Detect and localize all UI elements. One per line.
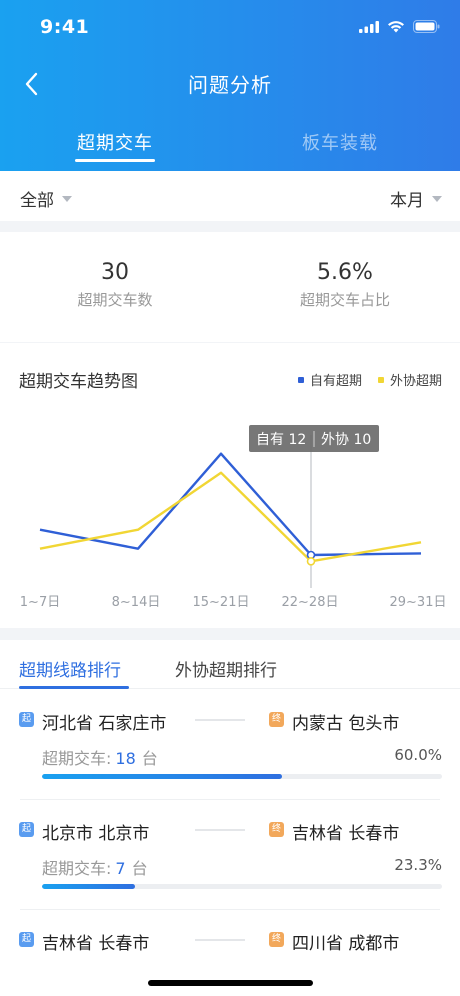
series-line-0 [39,452,422,557]
tab-overdue-delivery[interactable]: 超期交车 [77,133,153,154]
scope-dropdown-label: 全部 [20,191,54,211]
destination-badge: 终 [269,932,284,947]
progress-fill [42,884,136,889]
origin-city: 河北省 石家庄市 [42,714,167,734]
period-dropdown-label: 本月 [390,191,424,211]
ranking-card: 超期线路排行 外协超期排行 起 河北省 石家庄市 终 内蒙古 包头市 超期交车:… [0,640,460,996]
legend-swatch-outsource [377,376,384,383]
x-tick-label: 1~7日 [20,595,60,610]
destination-city: 吉林省 长春市 [292,824,400,844]
active-tab-underline [19,686,129,689]
status-time: 9:41 [40,16,90,38]
caret-down-icon [62,195,72,202]
count-label: 超期交车: [42,749,112,768]
x-tick-label: 15~21日 [193,595,250,610]
header: 9:41 问题分析 超期交车 板车 [0,0,460,171]
x-tick-label: 22~28日 [282,595,339,610]
wifi-icon [388,21,404,33]
route-item[interactable]: 起 河北省 石家庄市 终 内蒙古 包头市 超期交车: 18 台 60.0% [0,690,460,800]
progress-track [42,774,442,779]
route-percentage: 60.0% [394,746,442,764]
count-value: 18 [115,749,136,768]
destination-badge: 终 [269,712,284,727]
overdue-count: 超期交车: 7 台 [42,855,148,879]
destination-city: 四川省 成都市 [292,934,400,954]
trend-chart[interactable]: 1~7日 8~14日 15~21日 22~28日 29~31日 自有 12 外协 10 [0,343,460,628]
trend-chart-card: 1~7日 8~14日 15~21日 22~28日 29~31日 自有 12 外协 10 超期… [0,343,460,628]
count-unit: 台 [141,749,158,768]
route-item[interactable]: 起 北京市 北京市 终 吉林省 长春市 超期交车: 7 台 23.3% [0,800,460,910]
battery-icon [413,20,440,33]
count-label: 超期交车: [42,859,112,878]
active-tab-underline [75,159,155,162]
overdue-count: 超期交车: 18 台 [42,745,158,769]
origin-badge: 起 [19,932,34,947]
tab-route-ranking[interactable]: 超期线路排行 [19,661,121,681]
legend-item-own: 自有超期 [297,370,362,389]
destination-badge: 终 [269,822,284,837]
top-tab-bar: 超期交车 板车装载 [0,125,460,171]
period-dropdown[interactable]: 本月 [390,186,442,211]
tab-outsource-ranking[interactable]: 外协超期排行 [175,661,277,681]
tooltip-outsource-value: 外协 10 [321,432,371,448]
summary-card: 30 超期交车数 5.6% 超期交车占比 [0,232,460,342]
divider [20,909,440,910]
chart-tooltip: 自有 12 外协 10 [249,425,379,452]
status-bar: 9:41 [0,0,460,56]
count-value: 7 [115,859,126,878]
count-unit: 台 [131,859,148,878]
chevron-left-icon [25,72,38,96]
stat-label: 超期交车数 [77,291,153,309]
route-item[interactable]: 起 吉林省 长春市 终 四川省 成都市 [0,910,460,996]
legend-label-own: 自有超期 [309,374,362,389]
legend-swatch-own [297,376,304,383]
x-tick-label: 29~31日 [390,595,447,610]
home-indicator [148,980,313,986]
tooltip-own-value: 自有 12 [256,432,306,448]
arrow-right-icon [195,939,245,941]
arrow-right-icon [195,719,245,721]
series-point-1 [306,557,316,566]
ranking-tab-bar: 超期线路排行 外协超期排行 [0,640,460,689]
origin-badge: 起 [19,822,34,837]
legend-label-outsource: 外协超期 [389,374,442,389]
stat-label: 超期交车占比 [299,291,390,309]
chart-legend: 自有超期 外协超期 [297,370,442,389]
progress-track [42,884,442,889]
caret-down-icon [432,195,442,202]
tab-trailer-loading[interactable]: 板车装载 [302,133,378,154]
progress-fill [42,774,282,779]
status-icons [359,20,440,33]
stat-value: 5.6% [317,260,373,285]
scope-dropdown[interactable]: 全部 [20,186,72,211]
chart-title: 超期交车趋势图 [19,372,138,392]
page-title: 问题分析 [188,73,272,97]
back-button[interactable] [14,66,50,102]
legend-item-outsource: 外协超期 [377,370,442,389]
origin-city: 北京市 北京市 [42,824,150,844]
series-line-1 [39,471,422,563]
route-percentage: 23.3% [394,856,442,874]
destination-city: 内蒙古 包头市 [292,714,400,734]
signal-icon [359,20,379,33]
stat-overdue-ratio: 5.6% 超期交车占比 [245,260,445,310]
origin-city: 吉林省 长春市 [42,934,150,954]
origin-badge: 起 [19,712,34,727]
stat-overdue-count: 30 超期交车数 [15,260,215,310]
x-tick-label: 8~14日 [112,595,161,610]
arrow-right-icon [195,829,245,831]
stat-value: 30 [101,260,129,285]
divider [20,799,440,800]
filter-bar: 全部 本月 [0,171,460,221]
